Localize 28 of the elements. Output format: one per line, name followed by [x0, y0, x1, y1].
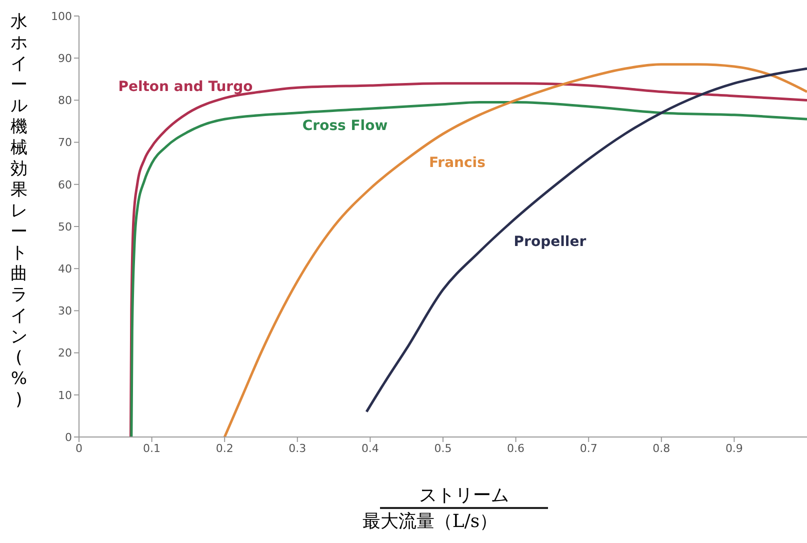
series-label: Cross Flow — [302, 118, 388, 134]
x-tick-label: 0.4 — [361, 442, 379, 455]
y-tick-label: 60 — [58, 178, 72, 192]
x-tick-label: 0.8 — [652, 442, 670, 455]
x-tick-label: 0 — [76, 442, 82, 455]
x-tick-label: 0.6 — [507, 442, 525, 455]
x-tick-label: 0.7 — [580, 442, 598, 455]
y-tick-label: 10 — [58, 388, 72, 402]
y-tick-label: 80 — [58, 94, 72, 108]
series-label: Propeller — [514, 234, 586, 250]
series-label: Francis — [429, 154, 486, 171]
y-tick-label: 100 — [51, 10, 72, 23]
text: 水ホイール機械効果レート曲ライン(%) — [10, 12, 28, 410]
y-tick-label: 0 — [65, 430, 72, 444]
x-tick-label: 0.1 — [143, 442, 161, 455]
y-tick-label: 70 — [58, 136, 72, 150]
y-tick-label: 40 — [58, 262, 72, 276]
x-axis-title: 最大流量（L/s） — [361, 510, 499, 533]
x-tick-label: 0.3 — [288, 442, 306, 455]
x-tick-label: 0.9 — [725, 442, 743, 455]
series-label: Pelton and Turgo — [118, 78, 254, 95]
y-tick-label: 20 — [58, 346, 72, 360]
x-tick-label: 0.5 — [434, 442, 452, 455]
text: ストリーム — [380, 483, 548, 509]
y-tick-label: 30 — [58, 304, 72, 318]
x-tick-label: 0.2 — [216, 442, 234, 455]
y-tick-label: 90 — [58, 52, 72, 66]
y-tick-label: 50 — [58, 220, 72, 234]
